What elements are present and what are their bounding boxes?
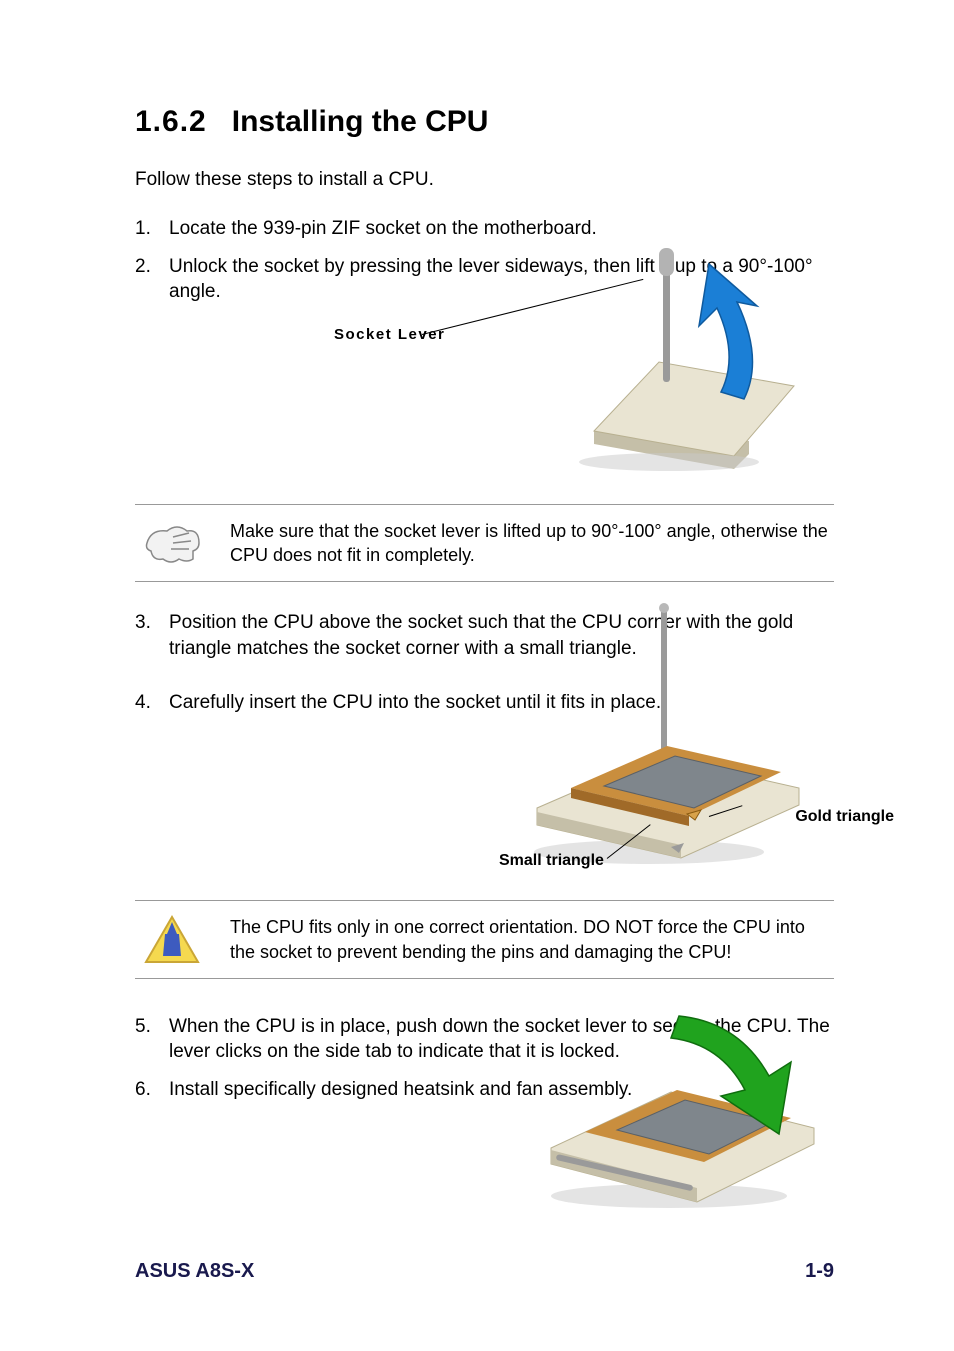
intro-text: Follow these steps to install a CPU. [135,169,834,191]
page-footer: ASUS A8S-X 1-9 [135,1260,834,1283]
note-block: Make sure that the socket lever is lifte… [135,504,834,583]
figure-lock-lever [529,1004,819,1214]
step-text: Locate the 939-pin ZIF socket on the mot… [169,216,834,242]
heading-title: Installing the CPU [232,105,489,138]
row-step34-fig2: 3. Position the CPU above the socket suc… [135,610,834,890]
step-number: 3. [135,610,169,661]
row-step56-fig3: 5. When the CPU is in place, push down t… [135,1014,834,1224]
step-number: 6. [135,1077,169,1103]
step-number: 1. [135,216,169,242]
lever [661,605,667,765]
figure-cpu-align: Gold triangle Small triangle [509,600,809,880]
socket-lever-illustration [539,244,799,474]
label-socket-lever: Socket Lever [334,326,445,343]
heading-number: 1.6.2 [135,105,207,138]
page: 1.6.2 Installing the CPU Follow these st… [0,0,954,1351]
step-number: 2. [135,254,169,305]
lever-tip [659,603,669,613]
figure-socket-lever: Socket Lever [539,244,799,474]
label-gold-triangle: Gold triangle [795,808,894,826]
note-text: Make sure that the socket lever is lifte… [230,521,828,565]
step-number: 5. [135,1014,169,1065]
label-small-triangle: Small triangle [499,852,604,870]
section-heading: 1.6.2 Installing the CPU [135,105,834,139]
row-step2-fig1: 2. Unlock the socket by pressing the lev… [135,254,834,484]
step-number: 4. [135,690,169,716]
warning-icon [143,914,201,966]
warning-text: The CPU fits only in one correct orienta… [230,917,805,961]
lock-lever-illustration [529,1004,819,1214]
cpu-align-illustration [509,600,809,880]
shadow [579,453,759,471]
footer-right: 1-9 [805,1260,834,1283]
hand-note-icon [143,521,203,565]
footer-left: ASUS A8S-X [135,1260,254,1283]
warning-block: The CPU fits only in one correct orienta… [135,900,834,979]
step-1: 1. Locate the 939-pin ZIF socket on the … [135,216,834,242]
lever-handle [659,248,674,276]
